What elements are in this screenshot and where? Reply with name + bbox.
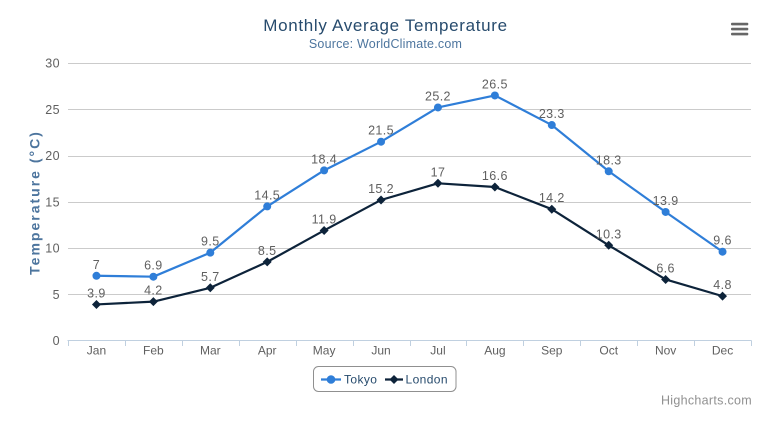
svg-text:26.5: 26.5 <box>482 77 508 91</box>
svg-text:Sep: Sep <box>541 344 563 358</box>
svg-text:Source: WorldClimate.com: Source: WorldClimate.com <box>309 37 462 51</box>
svg-text:Jul: Jul <box>430 344 445 358</box>
svg-text:20: 20 <box>45 149 60 163</box>
svg-text:Tokyo: Tokyo <box>344 373 377 387</box>
svg-text:6.9: 6.9 <box>144 259 163 273</box>
svg-text:9.5: 9.5 <box>201 235 220 249</box>
svg-text:9.6: 9.6 <box>713 234 732 248</box>
svg-text:14.2: 14.2 <box>539 191 565 205</box>
svg-text:14.5: 14.5 <box>254 188 280 202</box>
svg-text:5: 5 <box>53 288 60 302</box>
svg-text:Apr: Apr <box>258 344 277 358</box>
svg-text:4.8: 4.8 <box>713 278 732 292</box>
svg-text:3.9: 3.9 <box>87 286 106 300</box>
svg-text:18.4: 18.4 <box>311 152 337 166</box>
svg-text:May: May <box>313 344 336 358</box>
svg-text:10.3: 10.3 <box>596 227 622 241</box>
svg-text:Jan: Jan <box>87 344 106 358</box>
svg-text:15.2: 15.2 <box>368 182 394 196</box>
svg-text:23.3: 23.3 <box>539 107 565 121</box>
svg-text:Mar: Mar <box>200 344 221 358</box>
svg-text:Dec: Dec <box>712 344 733 358</box>
svg-text:30: 30 <box>45 57 60 71</box>
svg-text:Monthly Average Temperature: Monthly Average Temperature <box>263 16 508 35</box>
svg-text:7: 7 <box>93 258 100 272</box>
svg-text:Highcharts.com: Highcharts.com <box>661 394 752 408</box>
svg-text:15: 15 <box>45 195 60 209</box>
svg-text:21.5: 21.5 <box>368 124 394 138</box>
svg-text:25: 25 <box>45 103 60 117</box>
svg-text:Jun: Jun <box>371 344 390 358</box>
svg-text:17: 17 <box>431 165 446 179</box>
svg-text:Aug: Aug <box>484 344 505 358</box>
svg-text:London: London <box>406 373 448 387</box>
svg-text:Nov: Nov <box>655 344 676 358</box>
svg-text:5.7: 5.7 <box>201 270 220 284</box>
svg-text:10: 10 <box>45 242 60 256</box>
svg-text:6.6: 6.6 <box>656 261 675 275</box>
svg-text:11.9: 11.9 <box>312 212 337 226</box>
svg-text:16.6: 16.6 <box>482 169 508 183</box>
svg-text:0: 0 <box>53 334 60 348</box>
svg-text:13.9: 13.9 <box>653 194 679 208</box>
svg-text:Temperature (°C): Temperature (°C) <box>27 130 43 275</box>
svg-text:Oct: Oct <box>599 344 618 358</box>
svg-text:8.5: 8.5 <box>258 244 277 258</box>
svg-text:18.3: 18.3 <box>596 153 622 167</box>
svg-text:4.2: 4.2 <box>144 284 163 298</box>
svg-text:Feb: Feb <box>143 344 164 358</box>
svg-text:25.2: 25.2 <box>425 89 451 103</box>
